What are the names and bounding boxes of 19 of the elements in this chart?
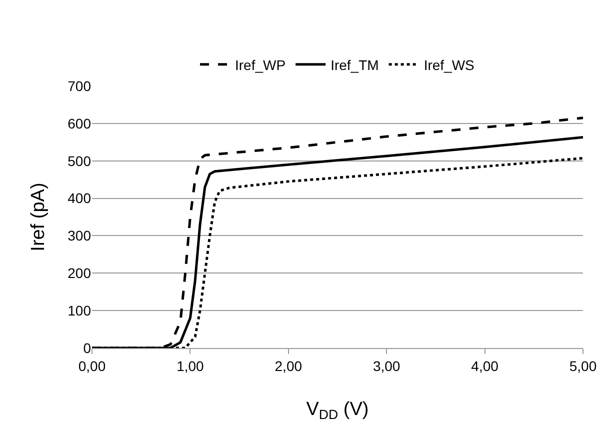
y-tick-label: 700	[68, 78, 92, 94]
y-tick-label: 300	[68, 228, 92, 244]
x-tick-label: 4,00	[471, 358, 499, 374]
legend-label: Iref_WS	[424, 56, 474, 73]
x-tick-label: 1,00	[176, 358, 204, 374]
x-tick-label: 3,00	[372, 358, 400, 374]
y-tick-label: 200	[68, 265, 92, 282]
x-tick-label: 2,00	[274, 358, 302, 374]
x-tick-label: 0,00	[78, 358, 106, 374]
legend-label: Iref_TM	[330, 56, 379, 73]
x-tick-label: 5,00	[569, 358, 597, 374]
y-tick-label: 0	[83, 340, 92, 356]
legend-label: Iref_WP	[235, 56, 286, 73]
y-tick-label: 100	[68, 302, 92, 318]
y-tick-label: 400	[68, 190, 92, 206]
y-tick-label: 500	[68, 152, 92, 169]
x-axis-title: V$_{DD}$ (V)	[306, 399, 369, 422]
y-tick-label: 600	[68, 115, 92, 132]
y-axis-title: Iref (pA)	[28, 182, 49, 252]
